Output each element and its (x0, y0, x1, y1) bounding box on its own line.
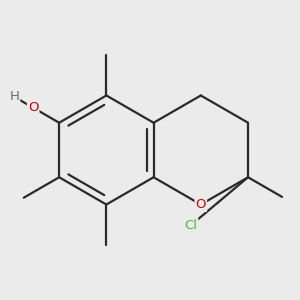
Text: O: O (28, 101, 38, 114)
Text: Cl: Cl (184, 219, 197, 232)
Text: H: H (9, 90, 19, 103)
Text: O: O (196, 198, 206, 211)
